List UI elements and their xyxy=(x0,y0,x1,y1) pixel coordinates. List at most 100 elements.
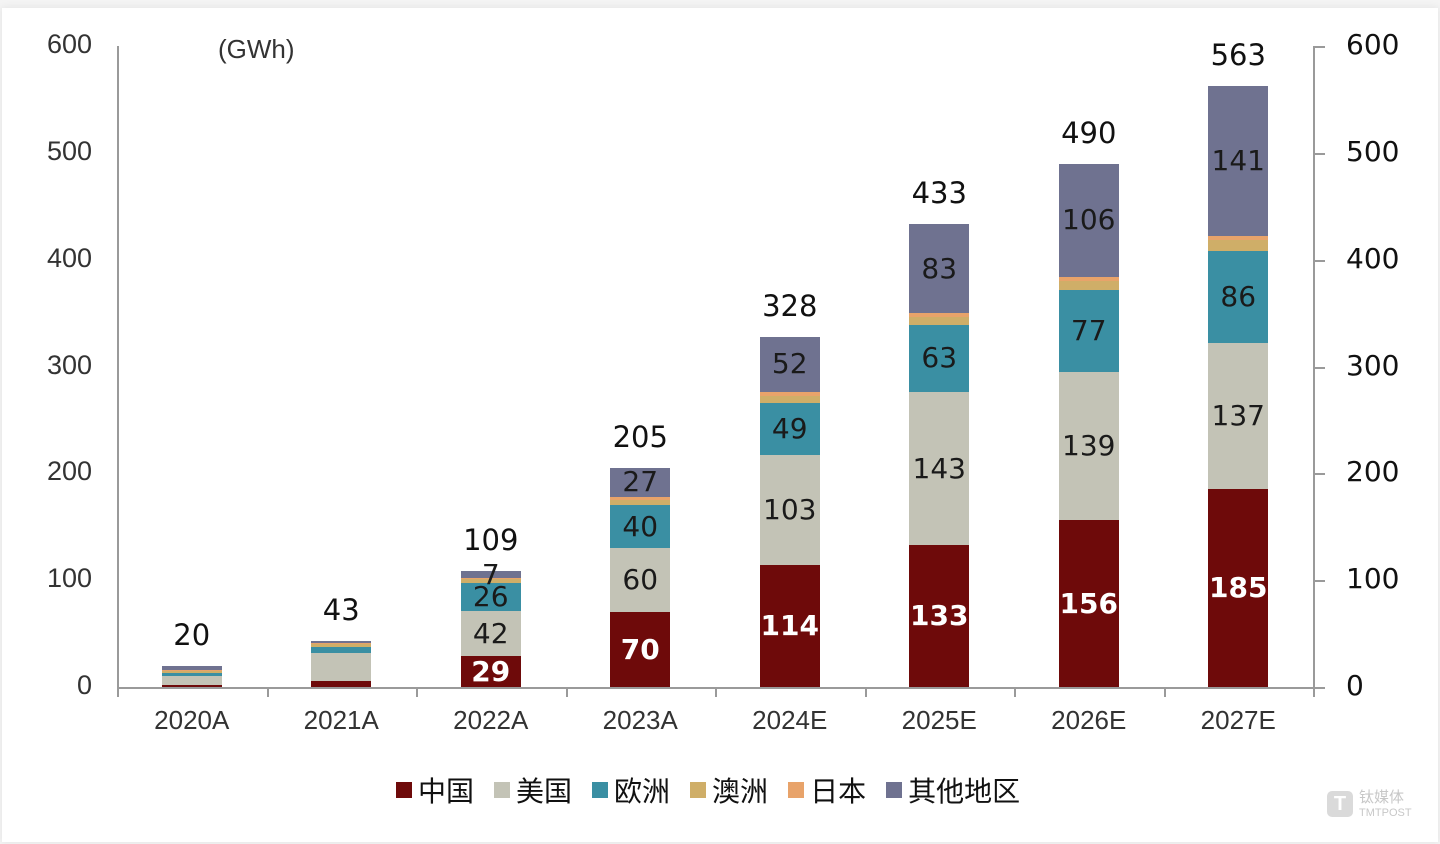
bar-segment-4 xyxy=(1208,236,1269,241)
bar-segment-2 xyxy=(909,324,970,393)
bar-segment-5 xyxy=(1208,85,1269,237)
right-axis-tick xyxy=(1313,46,1325,48)
x-tick-label: 2024E xyxy=(752,705,828,735)
chart-frame xyxy=(2,8,1438,842)
bar-segment-2 xyxy=(759,402,820,456)
segment-value-label: 141 xyxy=(1211,143,1265,177)
legend-swatch-icon xyxy=(592,782,609,798)
x-tick-label: 2023A xyxy=(602,705,678,735)
bar-total-label: 43 xyxy=(322,593,360,628)
bar-segment-2 xyxy=(610,505,671,549)
legend-label: 其他地区 xyxy=(908,775,1021,808)
bar-segment-5 xyxy=(759,336,820,393)
bar-total-label: 20 xyxy=(173,617,211,652)
y-tick-label-left: 100 xyxy=(46,563,92,594)
y-tick-label-right: 100 xyxy=(1346,562,1400,596)
y-tick-label-left: 500 xyxy=(46,135,92,166)
bar-segment-1 xyxy=(759,455,820,566)
bar-segment-5 xyxy=(610,467,671,497)
bar-total-label: 563 xyxy=(1210,37,1266,72)
legend-item: 美国 xyxy=(494,770,572,810)
bar-segment-3 xyxy=(759,396,820,403)
bar-segment-3 xyxy=(460,579,521,584)
segment-value-label: 83 xyxy=(921,251,958,285)
y-tick-label-right: 400 xyxy=(1346,241,1400,275)
bar-segment-0 xyxy=(610,612,671,687)
bar-segment-0 xyxy=(1208,489,1269,687)
x-axis-tick xyxy=(565,687,568,697)
legend-item: 日本 xyxy=(788,770,866,810)
y-tick-label-right: 600 xyxy=(1346,28,1400,61)
legend-label: 欧洲 xyxy=(614,775,671,808)
segment-value-label: 103 xyxy=(763,493,817,527)
x-tick-label: 2027E xyxy=(1200,705,1276,735)
bar-segment-5 xyxy=(311,641,372,644)
right-axis-tick xyxy=(1313,152,1325,155)
x-axis-tick xyxy=(1313,687,1315,697)
bar-segment-0 xyxy=(460,656,521,687)
bar-segment-0 xyxy=(759,565,820,687)
segment-value-label: 27 xyxy=(622,465,659,499)
y-tick-label-left: 200 xyxy=(46,456,92,487)
x-axis-tick xyxy=(416,687,418,697)
left-y-axis xyxy=(117,46,119,687)
right-axis-tick xyxy=(1313,473,1325,476)
legend: 中国 美国 欧洲 澳洲 日本 其他地区 xyxy=(396,770,1020,810)
segment-value-label: 60 xyxy=(622,563,659,597)
x-axis-tick xyxy=(117,687,119,697)
x-tick-label: 2022A xyxy=(453,705,529,735)
x-axis-tick xyxy=(715,687,717,697)
bar-total-label: 490 xyxy=(1061,115,1117,150)
bar-segment-1 xyxy=(610,548,671,613)
bar-segment-2 xyxy=(460,583,521,612)
legend-item: 澳洲 xyxy=(690,770,768,810)
right-axis-tick xyxy=(1313,366,1325,369)
x-tick-label: 2026E xyxy=(1051,705,1127,735)
bar-segment-4 xyxy=(759,392,820,397)
y-tick-label-left: 0 xyxy=(76,670,92,700)
bar-segment-4 xyxy=(1058,276,1119,282)
legend-label: 中国 xyxy=(418,775,475,808)
bar-total-label: 433 xyxy=(911,176,967,211)
x-axis-tick xyxy=(1163,687,1166,697)
bar-segment-0 xyxy=(909,544,970,687)
legend-swatch-icon xyxy=(886,782,903,798)
x-tick-label: 2021A xyxy=(303,705,379,735)
y-tick-label-right: 0 xyxy=(1346,669,1364,702)
segment-value-label: 26 xyxy=(472,580,509,614)
segment-value-label: 70 xyxy=(620,632,660,666)
legend-label: 澳洲 xyxy=(712,775,769,808)
segment-value-label: 133 xyxy=(910,598,969,632)
segment-value-label: 156 xyxy=(1059,586,1118,620)
bar-segment-3 xyxy=(610,500,671,506)
watermark: T 钛媒体 TMTPOST xyxy=(1327,789,1412,819)
bar-segment-2 xyxy=(311,647,372,653)
segment-value-label: 52 xyxy=(771,347,808,381)
bar-segment-4 xyxy=(460,578,521,580)
bar-segment-4 xyxy=(610,496,671,501)
x-tick-label: 2020A xyxy=(154,705,230,735)
legend-label: 美国 xyxy=(516,775,573,808)
bar-segment-3 xyxy=(311,644,372,648)
bar-segment-3 xyxy=(161,670,222,674)
segment-value-label: 106 xyxy=(1062,203,1116,237)
bar-segment-1 xyxy=(909,392,970,545)
segment-value-label: 185 xyxy=(1209,571,1268,605)
bar-segment-1 xyxy=(460,611,521,656)
watermark-en: TMTPOST xyxy=(1359,806,1412,819)
bar-segment-1 xyxy=(1208,342,1269,490)
segment-value-label: 40 xyxy=(622,509,659,543)
bar-segment-2 xyxy=(1058,289,1119,372)
segment-value-label: 77 xyxy=(1070,313,1107,347)
bar-total-label: 328 xyxy=(762,288,818,323)
segment-value-label: 114 xyxy=(760,609,819,643)
legend-label: 日本 xyxy=(810,775,867,808)
bar-segment-1 xyxy=(161,676,222,685)
bar-segment-1 xyxy=(1058,371,1119,521)
bar-total-label: 205 xyxy=(612,419,668,454)
right-axis-tick xyxy=(1313,687,1325,689)
segment-value-label: 86 xyxy=(1220,280,1257,314)
segment-value-label: 143 xyxy=(912,451,966,485)
y-tick-label-left: 300 xyxy=(46,349,92,380)
bar-segment-4 xyxy=(909,313,970,318)
